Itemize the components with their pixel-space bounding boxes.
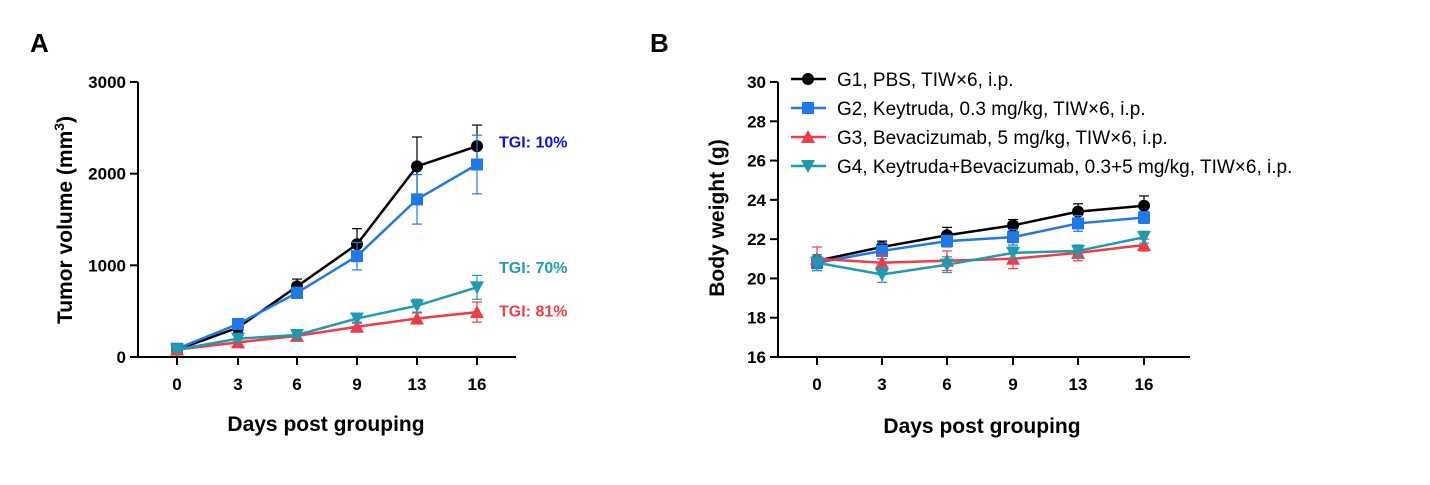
panel-label-a: A xyxy=(30,28,49,58)
panel-b-y-tick-label: 16 xyxy=(747,348,766,367)
panel-b-y-title: Body weight (g) xyxy=(706,139,729,296)
panel-a-data-point xyxy=(411,160,423,173)
panel-b-data-point xyxy=(941,235,953,248)
panel-a-x-tick-label: 13 xyxy=(408,375,427,394)
panel-a-x-tick-label: 0 xyxy=(172,375,181,394)
panel-a-x-tick-label: 3 xyxy=(233,375,242,394)
panel-b-y-tick-label: 18 xyxy=(747,309,766,328)
panel-a-x-tick-label: 9 xyxy=(352,375,361,394)
legend-marker xyxy=(802,102,814,114)
panel-a-data-point xyxy=(350,312,364,326)
panel-b-series-line xyxy=(816,216,1145,264)
panel-a-data-point xyxy=(351,250,363,263)
panel-a-y-title: Tumor volume (mm3) xyxy=(51,116,77,324)
panel-b-y-tick-label: 24 xyxy=(747,191,766,210)
panel-b-x-tick-label: 3 xyxy=(877,375,886,394)
panel-b-data-point xyxy=(876,244,888,257)
panel-label-b: B xyxy=(650,28,669,58)
legend-marker xyxy=(802,73,814,85)
tgi-annotation: TGI: 10% xyxy=(499,135,567,152)
panel-b-series-line xyxy=(816,204,1145,262)
legend-label: G1, PBS, TIW×6, i.p. xyxy=(837,70,1014,91)
panel-b-y-tick-label: 28 xyxy=(747,112,766,131)
legend-label: G3, Bevacizumab, 5 mg/kg, TIW×6, i.p. xyxy=(837,128,1168,149)
panel-b-data-point xyxy=(1006,246,1020,260)
panel-a-data-point xyxy=(470,305,484,319)
panel-a-x-tick-label: 6 xyxy=(292,375,301,394)
panel-b-x-title: Days post grouping xyxy=(883,415,1080,438)
panel-a-y-tick-label: 0 xyxy=(117,348,126,367)
panel-a-data-point xyxy=(410,299,424,313)
panel-b-data-point xyxy=(875,268,889,282)
panel-b-x-tick-label: 16 xyxy=(1135,375,1154,394)
legend-marker xyxy=(801,160,815,173)
panel-b-x-tick-label: 0 xyxy=(812,375,821,394)
panel-a-series-line xyxy=(176,286,478,351)
panel-b-y-tick-label: 20 xyxy=(747,269,766,288)
panel-b-chart: Days post grouping Body weight (g) 16 18 2… xyxy=(706,70,1292,438)
panel-a-series-line xyxy=(176,144,478,351)
panel-a-series-3 xyxy=(170,301,484,356)
legend-marker xyxy=(801,130,815,143)
panel-a-y-tick-label: 2000 xyxy=(88,165,126,184)
panel-a-x-tick-label: 16 xyxy=(468,375,487,394)
panel-a-data-point xyxy=(232,318,244,330)
panel-b-data-point xyxy=(1007,231,1019,244)
panel-b-data-point xyxy=(1137,231,1151,245)
panel-b-data-point xyxy=(810,256,824,270)
panel-b-data-point xyxy=(1138,211,1150,224)
panel-a-data-point xyxy=(410,311,424,325)
panel-b-data-point xyxy=(940,258,954,272)
legend-item: G4, Keytruda+Bevacizumab, 0.3+5 mg/kg, T… xyxy=(791,157,1292,178)
legend-item: G1, PBS, TIW×6, i.p. xyxy=(791,70,1014,91)
panel-b-series-1 xyxy=(811,195,1150,268)
panel-b-y-tick-label: 30 xyxy=(747,73,766,92)
panel-b-data-point xyxy=(1137,238,1151,252)
panel-b-y-tick-label: 22 xyxy=(747,230,766,249)
panel-b-y-tick-label: 26 xyxy=(747,152,766,171)
panel-a-y-tick-label: 3000 xyxy=(88,73,126,92)
panel-b-data-point xyxy=(1138,199,1150,212)
panel-b-series-2 xyxy=(811,211,1150,270)
panel-b-data-point xyxy=(875,255,889,269)
panel-b-x-tick-label: 6 xyxy=(942,375,951,394)
panel-b-series-line xyxy=(816,235,1145,276)
panel-a-series-line xyxy=(176,310,478,351)
panel-a-data-point xyxy=(470,281,484,295)
panel-a-data-point xyxy=(471,158,483,171)
legend-label: G4, Keytruda+Bevacizumab, 0.3+5 mg/kg, T… xyxy=(837,157,1292,178)
panel-a-series-4 xyxy=(170,274,484,357)
panel-a-data-point xyxy=(231,332,245,346)
panel-a-chart: Days post grouping Tumor volume (mm3) 0 1… xyxy=(51,73,567,436)
panel-a-data-point xyxy=(290,329,304,342)
tgi-annotation: TGI: 81% xyxy=(499,303,567,320)
panel-b-data-point xyxy=(1007,219,1019,232)
panel-b-data-point xyxy=(1071,244,1085,258)
panel-b-x-tick-label: 13 xyxy=(1069,375,1088,394)
legend: G1, PBS, TIW×6, i.p. G2, Keytruda, 0.3 mg… xyxy=(791,70,1292,178)
panel-a-series-2 xyxy=(171,134,483,355)
legend-item: G2, Keytruda, 0.3 mg/kg, TIW×6, i.p. xyxy=(791,99,1146,120)
panel-a-data-point xyxy=(291,286,303,299)
panel-b-data-point xyxy=(1072,205,1084,218)
panel-a-data-point xyxy=(170,343,184,357)
panel-b-series-4 xyxy=(810,230,1151,283)
panel-a-y-tick-label: 1000 xyxy=(88,256,126,275)
panel-b-x-tick-label: 9 xyxy=(1008,375,1017,394)
panel-a-series-1 xyxy=(171,124,483,356)
legend-item: G3, Bevacizumab, 5 mg/kg, TIW×6, i.p. xyxy=(791,128,1168,149)
panel-a-data-point xyxy=(350,319,364,333)
panel-b-data-point xyxy=(1072,217,1084,230)
panel-a-data-point xyxy=(411,193,423,206)
legend-label: G2, Keytruda, 0.3 mg/kg, TIW×6, i.p. xyxy=(837,99,1146,120)
panel-a-series-line xyxy=(176,163,478,350)
panel-a-x-title: Days post grouping xyxy=(227,413,424,436)
tgi-annotation: TGI: 70% xyxy=(499,260,567,277)
